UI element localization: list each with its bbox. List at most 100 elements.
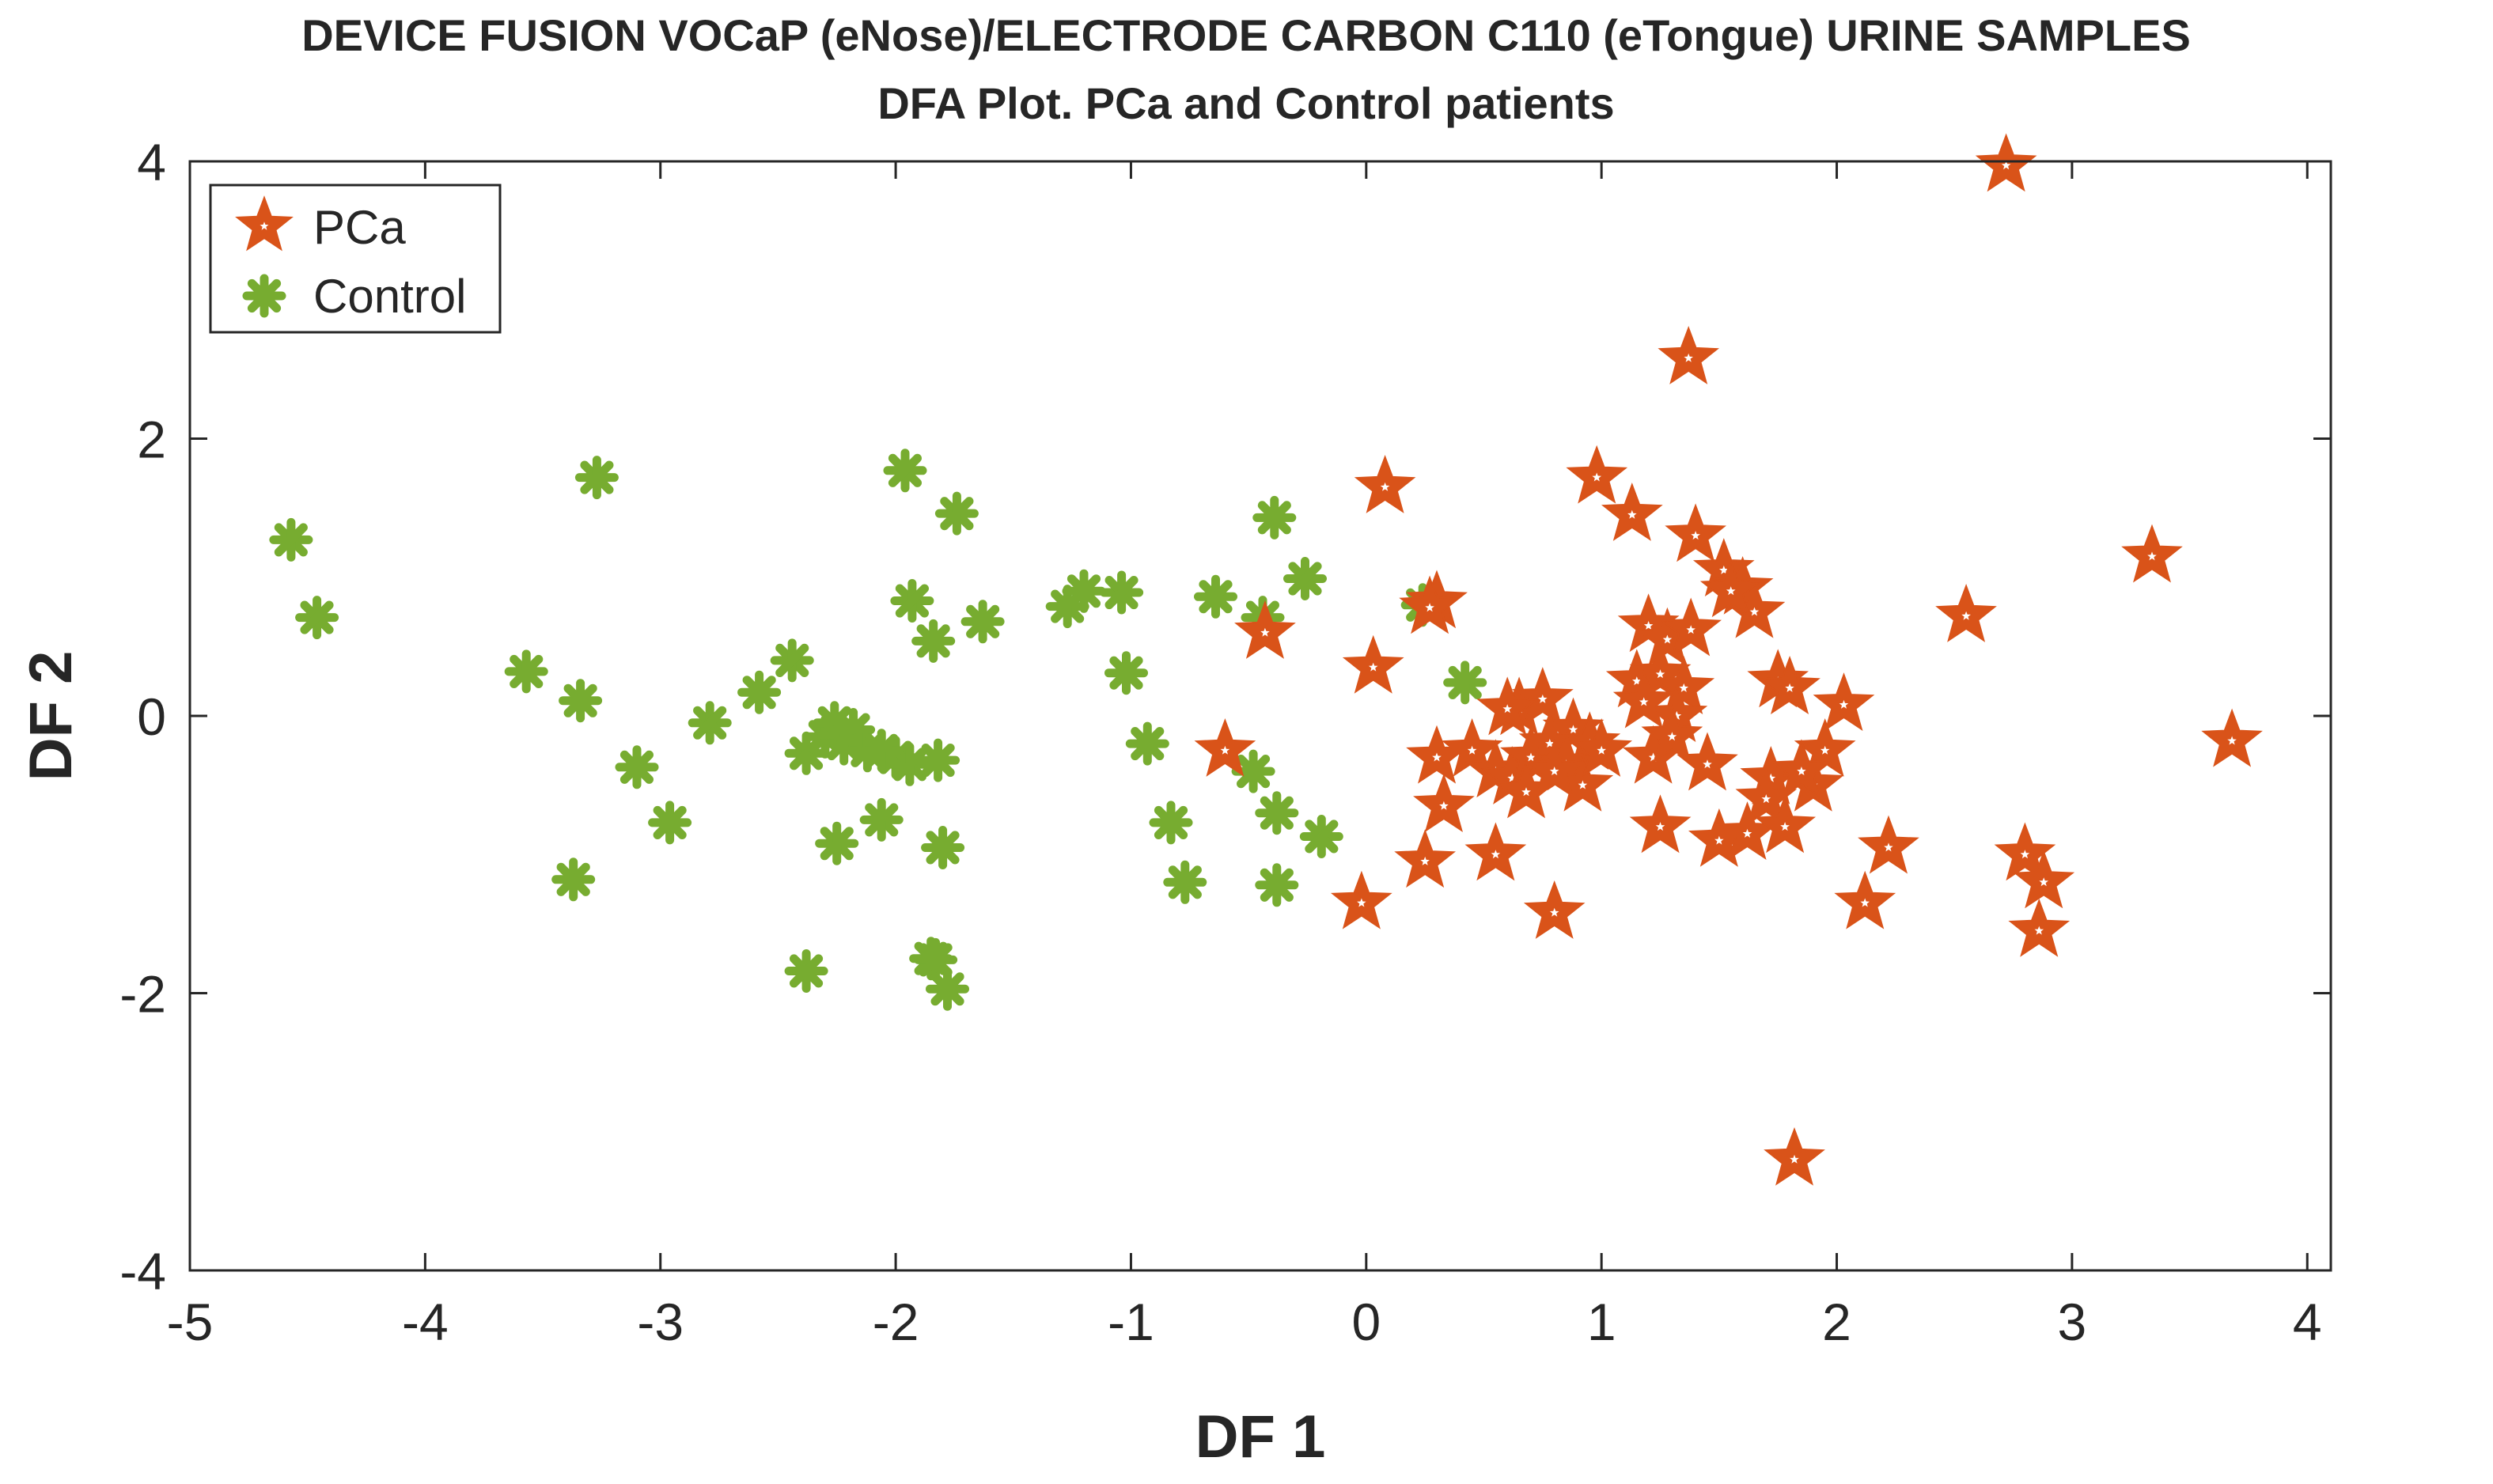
asterisk-stroke [653,805,687,839]
pca-point [1764,1126,1825,1186]
control-point [914,937,958,982]
asterisk-stroke [836,713,870,747]
control-point [559,679,603,723]
pca-point [1660,597,1722,657]
pca-point [1476,676,1539,736]
star-center [1380,482,1390,491]
pca-point [1813,672,1875,732]
star-center [1679,683,1688,692]
asterisk-stroke [274,523,308,557]
star-center [1703,759,1712,769]
asterisk-stroke [919,943,953,977]
asterisk-stroke [510,654,544,688]
asterisk-stroke [1257,501,1291,535]
star-center [1655,669,1665,679]
control-point [504,649,548,694]
control-point [1299,815,1343,858]
control-point [784,949,828,993]
pca-point [1413,774,1475,833]
control-point [911,619,956,663]
asterisk-stroke [563,683,597,717]
y-tick-label: 4 [137,133,166,191]
y-tick-label: 2 [137,411,166,469]
star-center [1597,745,1606,755]
asterisk-stroke [1237,755,1271,789]
x-tick-label: 3 [2058,1293,2087,1351]
star-center [1726,586,1736,596]
pca-point [2008,898,2071,957]
x-tick-label: -4 [402,1293,449,1351]
x-tick-label: 0 [1351,1293,1381,1351]
star-center [1648,752,1658,762]
star-center [1742,828,1752,838]
x-tick-label: -2 [873,1293,919,1351]
pca-point [1511,667,1574,726]
pca-point [1935,583,1997,642]
star-center [1549,907,1559,917]
star-center [1491,850,1501,859]
control-point [1125,721,1169,766]
control-point [859,729,904,773]
pca-point [1234,600,1296,659]
asterisk-stroke [1109,656,1143,690]
star-center [1357,898,1366,907]
control-point [1194,574,1237,619]
pca-point [1665,503,1727,562]
asterisk-stroke [1260,868,1294,902]
pca-point [1653,656,1715,715]
x-tick-label: -3 [637,1293,684,1351]
pca-point [1399,575,1461,634]
star-center [1578,780,1588,789]
star-center [1714,835,1724,845]
asterisk-stroke [1131,727,1165,761]
star-center [1592,472,1601,482]
asterisk-stroke [1154,805,1188,839]
star-center [1467,745,1477,755]
star-center [1432,752,1442,762]
asterisk-stroke [1199,580,1233,614]
asterisk-stroke [895,584,929,618]
control-point [737,670,782,714]
star-center [1439,801,1449,810]
pca-point [1194,717,1256,777]
asterisk-stroke [1305,820,1339,854]
control-point [926,967,969,1011]
control-point [1104,651,1148,695]
pca-point [1330,870,1392,929]
star-center [1420,856,1430,865]
pca-point [1771,739,1832,798]
star-center [1425,603,1434,612]
star-center [1860,898,1870,907]
asterisk-stroke [930,972,964,1006]
asterisk-stroke [966,604,1000,638]
asterisk-stroke [921,744,955,778]
star-center [1538,694,1548,703]
control-point [883,449,927,493]
star-center [1766,773,1776,782]
control-point [921,826,965,869]
star-center [1369,662,1378,672]
control-point [688,701,732,745]
star-center [1719,565,1729,574]
legend-control-asterisk [242,274,286,318]
plot-area-frame [188,160,2332,1272]
pca-point [1754,794,1817,854]
star-center [1662,634,1673,644]
control-point [1283,557,1327,600]
asterisk-stroke [1448,665,1482,699]
asterisk-stroke [580,460,614,494]
legend-pca-label: PCa [313,201,406,254]
star-center [1684,353,1693,362]
asterisk-stroke [926,831,960,865]
control-point [960,600,1005,644]
asterisk-stroke [1067,574,1101,608]
star-center [1667,732,1677,741]
star-center [1220,745,1230,755]
asterisk-stroke [742,676,776,710]
legend-box [209,184,502,334]
star-center [2039,877,2048,887]
asterisk-stroke [916,624,950,658]
star-center [2034,926,2044,935]
star-center [1761,794,1771,804]
